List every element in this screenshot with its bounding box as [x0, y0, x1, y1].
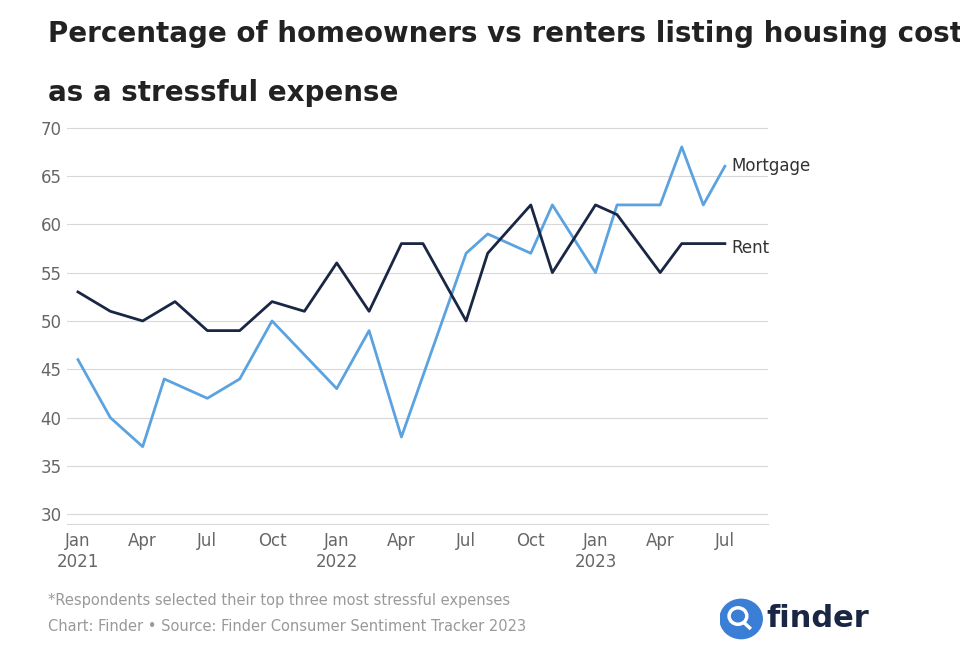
Text: Percentage of homeowners vs renters listing housing costs: Percentage of homeowners vs renters list… — [48, 20, 960, 48]
Text: finder: finder — [766, 605, 869, 633]
Circle shape — [720, 599, 762, 639]
Text: Mortgage: Mortgage — [732, 157, 810, 176]
Text: Rent: Rent — [732, 240, 770, 257]
Text: Chart: Finder • Source: Finder Consumer Sentiment Tracker 2023: Chart: Finder • Source: Finder Consumer … — [48, 619, 526, 634]
Text: *Respondents selected their top three most stressful expenses: *Respondents selected their top three mo… — [48, 593, 510, 608]
Text: as a stressful expense: as a stressful expense — [48, 79, 398, 107]
